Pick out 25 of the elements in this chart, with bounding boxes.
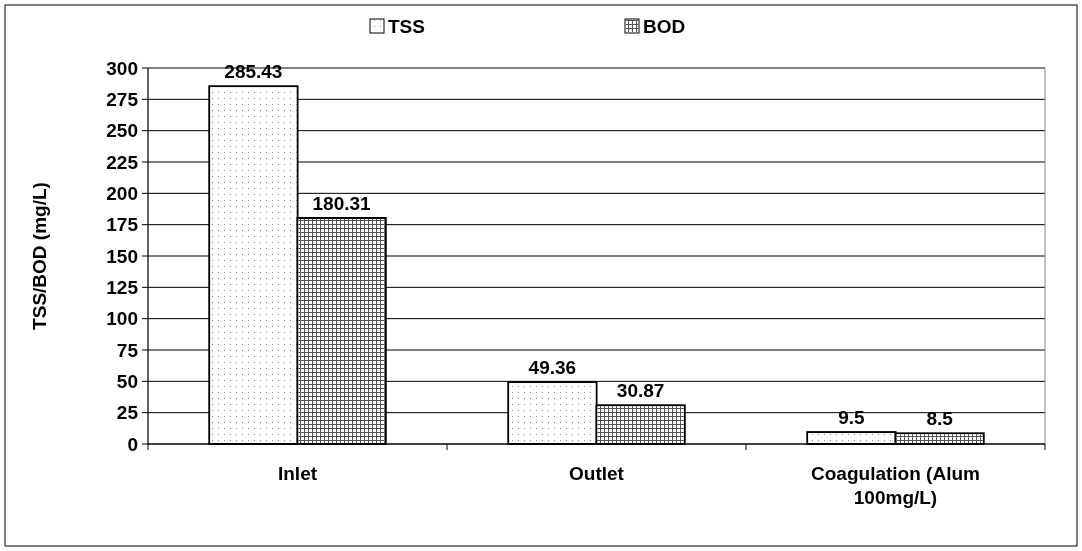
x-tick-label: Coagulation (Alum 100mg/L) (811, 463, 980, 508)
legend-label: BOD (643, 15, 686, 37)
data-label: 8.5 (926, 408, 954, 430)
y-tick-label: 200 (106, 182, 138, 204)
data-label: 180.31 (312, 193, 372, 215)
data-label: 49.36 (528, 357, 577, 379)
y-tick-label: 100 (106, 308, 138, 330)
x-tick-label: Inlet (277, 463, 318, 484)
data-label: 285.43 (224, 61, 283, 83)
y-axis-title: TSS/BOD (mg/L) (29, 182, 50, 330)
y-tick-label: 25 (116, 402, 139, 424)
y-tick-label: 125 (106, 276, 139, 298)
y-tick-label: 225 (106, 151, 139, 173)
legend-label: TSS (388, 15, 425, 37)
data-label: 30.87 (616, 380, 665, 402)
y-tick-label: 50 (116, 370, 138, 392)
y-tick-label: 75 (116, 339, 139, 361)
x-tick-label: Outlet (569, 463, 625, 484)
data-label: 9.5 (838, 407, 866, 429)
y-tick-label: 0 (127, 433, 138, 455)
y-tick-label: 250 (106, 120, 138, 142)
y-tick-label: 300 (106, 57, 138, 79)
y-tick-label: 175 (106, 214, 139, 236)
y-tick-label: 150 (106, 245, 138, 267)
y-tick-label: 275 (106, 88, 139, 110)
